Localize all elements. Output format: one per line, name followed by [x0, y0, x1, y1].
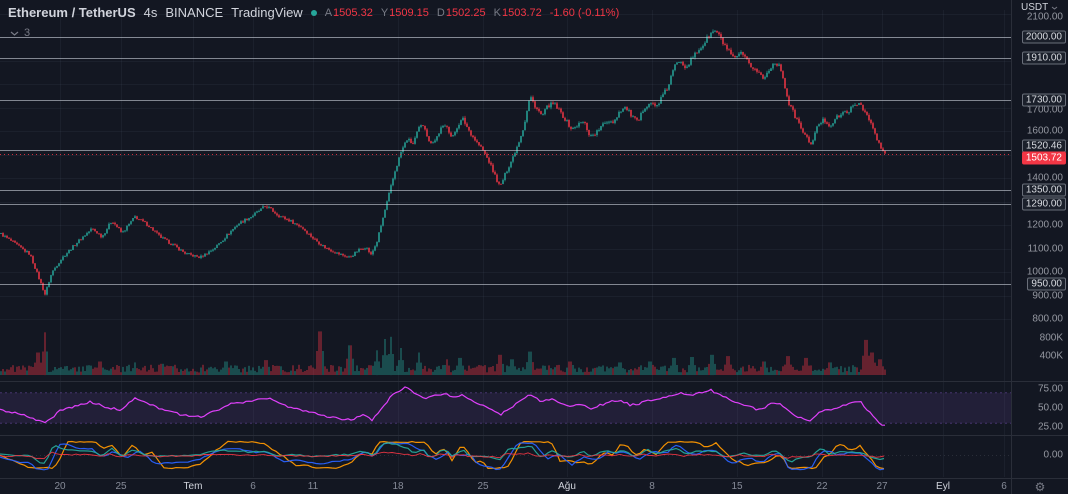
symbol-name[interactable]: Ethereum / TetherUS — [8, 5, 136, 20]
rsi-band — [0, 392, 1011, 424]
level-price-badge: 1910.00 — [1021, 51, 1066, 65]
chart-header: Ethereum / TetherUS 4s BINANCE TradingVi… — [8, 5, 619, 20]
price-tick: 2100.00 — [1026, 11, 1063, 23]
ohlc-legend: A 1505.32 Y 1509.15 D 1502.25 K 1503.72 … — [325, 7, 620, 19]
horizontal-level-lines — [0, 37, 1011, 285]
price-tick: 900.00 — [1032, 290, 1063, 301]
market-status-dot — [310, 9, 317, 16]
time-axis[interactable]: 20 25 Tem 6 11 18 25 Ağu 8 15 22 27 Eyl 6 — [0, 478, 1011, 494]
level-price-badge: 1730.00 — [1021, 93, 1066, 107]
price-tick: 1700.00 — [1026, 104, 1063, 116]
time-tick: Eyl — [936, 481, 950, 492]
level-price-badge: 950.00 — [1027, 277, 1066, 291]
gear-icon[interactable]: ⚙ — [1034, 479, 1046, 494]
chevron-down-icon — [10, 31, 19, 36]
tradingview-logo[interactable]: TradingView — [231, 5, 303, 20]
close-pair: K 1503.72 — [494, 7, 542, 19]
rsi-tick: 50.00 — [1037, 402, 1063, 414]
level-price-badge: 1290.00 — [1021, 197, 1066, 211]
close-value: 1503.72 — [501, 6, 542, 19]
time-tick: 15 — [731, 481, 743, 492]
time-tick: Ağu — [558, 481, 576, 492]
time-tick: 22 — [816, 481, 828, 492]
time-tick: 6 — [250, 481, 256, 492]
interval-label[interactable]: 4s — [143, 5, 158, 20]
rsi-line — [0, 386, 885, 426]
objects-count: 3 — [24, 27, 31, 39]
open-pair: A 1505.32 — [325, 7, 373, 19]
volume-tick: 800K — [1039, 332, 1063, 344]
price-tick: 1100.00 — [1027, 243, 1063, 254]
volume-bars — [0, 331, 886, 376]
low-value: 1502.25 — [445, 6, 486, 19]
price-tick: 1000.00 — [1026, 266, 1063, 278]
rsi-tick: 25.00 — [1037, 421, 1063, 433]
price-tick: 1600.00 — [1026, 125, 1063, 137]
price-axis[interactable]: USDT 2100.00 1700.00 1600.00 1400.00 1200.00… — [1011, 0, 1068, 478]
axis-currency[interactable]: USDT — [1021, 2, 1058, 13]
time-tick: 18 — [392, 481, 404, 492]
time-tick: 27 — [876, 481, 888, 492]
time-tick: 25 — [115, 481, 127, 492]
ma-ribbon — [0, 440, 1011, 471]
open-value: 1505.32 — [333, 6, 373, 19]
volume-tick: 400K — [1039, 350, 1063, 362]
time-tick: 6 — [1001, 481, 1007, 492]
ribbon-tick: 0.00 — [1043, 449, 1063, 461]
axis-settings-corner[interactable]: ⚙ — [1011, 478, 1068, 494]
low-pair: D 1502.25 — [437, 7, 486, 19]
price-tick: 1200.00 — [1026, 219, 1063, 231]
chevron-down-icon — [1051, 6, 1058, 10]
open-label: A — [324, 6, 333, 19]
price-tick: 1400.00 — [1026, 172, 1063, 184]
time-tick: Tem — [183, 481, 203, 492]
objects-tree-toggle[interactable]: 3 — [10, 27, 30, 39]
candles — [0, 29, 886, 296]
time-tick: 20 — [54, 481, 66, 492]
price-tick: 800.00 — [1032, 313, 1063, 325]
last-price-badge: 1503.72 — [1021, 151, 1066, 165]
high-value: 1509.15 — [389, 6, 429, 19]
high-pair: Y 1509.15 — [381, 7, 429, 19]
exchange-label: BINANCE — [165, 5, 224, 20]
time-tick: 8 — [649, 481, 655, 492]
time-tick: 25 — [477, 481, 489, 492]
level-price-badge: 2000.00 — [1021, 30, 1066, 44]
level-price-badge: 1350.00 — [1021, 183, 1066, 197]
time-tick: 11 — [307, 481, 319, 492]
rsi-tick: 75.00 — [1037, 383, 1063, 395]
high-label: Y — [380, 6, 389, 19]
currency-label: USDT — [1021, 2, 1049, 13]
low-label: D — [436, 6, 445, 19]
pane-dividers — [0, 381, 1068, 436]
close-label: K — [493, 6, 501, 19]
change-value: -1.60 (-0.11%) — [549, 6, 620, 19]
